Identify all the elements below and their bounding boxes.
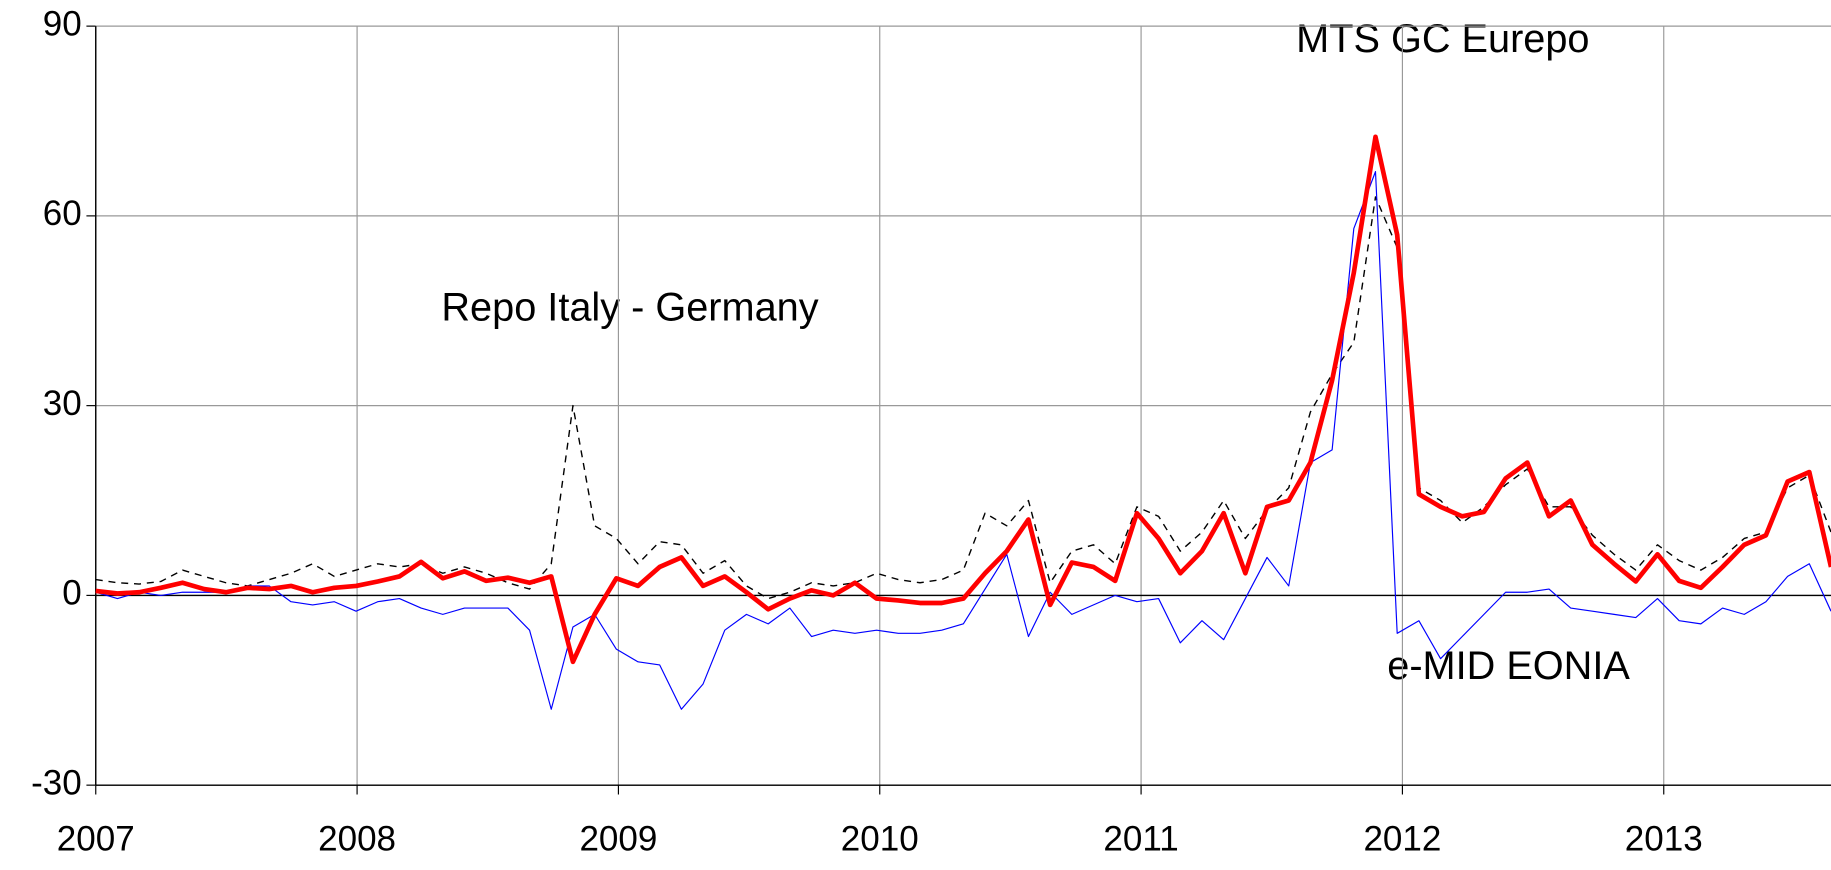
y-tick-label: 90 — [43, 4, 82, 43]
x-tick-label: 2008 — [318, 819, 396, 858]
series-line — [95, 134, 1831, 665]
x-tick-label: 2013 — [1625, 819, 1703, 858]
x-tick-label: 2007 — [57, 819, 135, 858]
annotation: e-MID EONIA — [1387, 644, 1630, 688]
x-tick-label: 2009 — [579, 819, 657, 858]
annotation: Repo Italy - Germany — [441, 285, 818, 329]
x-tick-label: 2011 — [1103, 819, 1178, 858]
series-line — [95, 171, 1831, 710]
series-line — [95, 196, 1831, 600]
x-tick-label: 2010 — [841, 819, 919, 858]
annotation: MTS GC Eurepo — [1296, 17, 1589, 61]
y-tick-label: 30 — [43, 384, 82, 423]
y-tick-label: 0 — [62, 574, 81, 613]
y-tick-label: -30 — [31, 763, 82, 802]
x-tick-label: 2012 — [1363, 819, 1441, 858]
y-tick-label: 60 — [43, 194, 82, 233]
